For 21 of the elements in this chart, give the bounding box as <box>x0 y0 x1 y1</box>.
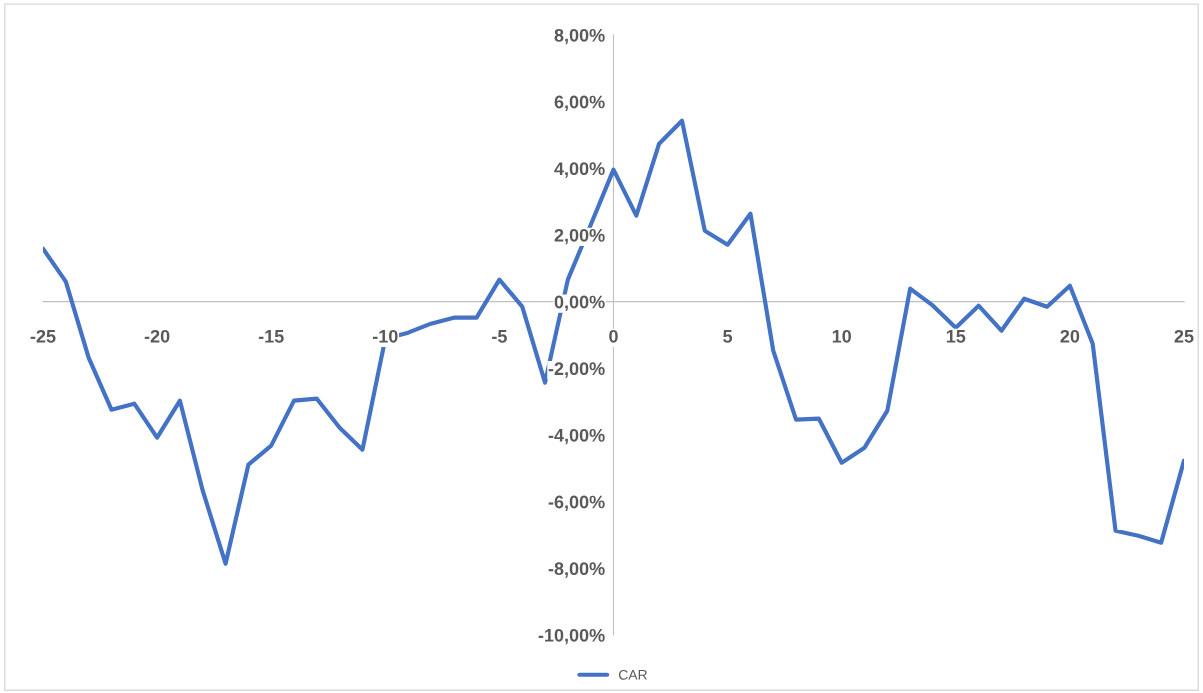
y-tick-label: 8,00% <box>554 28 605 45</box>
x-tick-label: 10 <box>832 329 851 343</box>
y-tick-label: -4,00% <box>548 428 605 445</box>
x-tick-label: 5 <box>723 330 733 343</box>
y-tick-label: 2,00% <box>554 228 605 245</box>
y-tick-label: -10,00% <box>538 628 605 645</box>
y-tick-label: -2,00% <box>548 362 605 378</box>
y-tick-label: 6,00% <box>554 95 605 111</box>
y-tick-label: 4,00% <box>554 162 605 178</box>
x-tick-label: -25 <box>30 329 56 343</box>
legend-label: CAR <box>618 669 647 680</box>
y-tick-label: -6,00% <box>548 495 605 511</box>
x-tick-label: 15 <box>946 330 966 343</box>
x-tick-label: -20 <box>144 329 170 343</box>
x-tick-label: -15 <box>258 330 284 343</box>
y-tick-label: -8,00% <box>548 562 605 578</box>
x-tick-label: -5 <box>492 330 507 343</box>
x-tick-label: 25 <box>1174 329 1194 343</box>
x-tick-label: 0 <box>609 329 618 343</box>
x-tick-label: 20 <box>1060 329 1080 343</box>
y-tick-label: 0,00% <box>554 295 605 311</box>
